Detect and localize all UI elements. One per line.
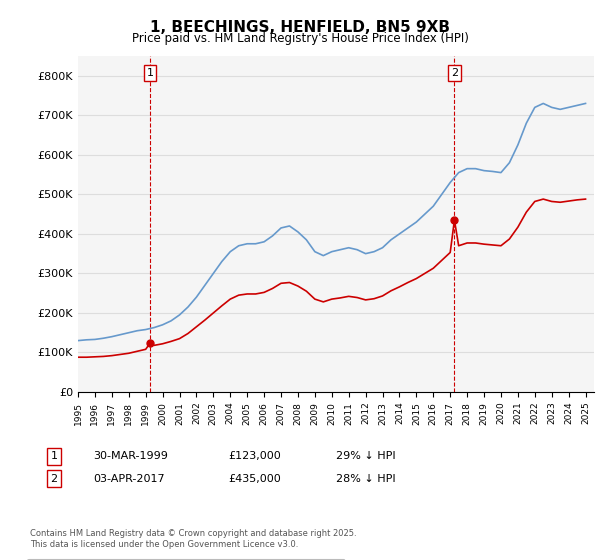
Text: £435,000: £435,000 bbox=[228, 474, 281, 484]
Text: £123,000: £123,000 bbox=[228, 451, 281, 461]
Text: 29% ↓ HPI: 29% ↓ HPI bbox=[336, 451, 395, 461]
Text: 2: 2 bbox=[451, 68, 458, 78]
Text: 03-APR-2017: 03-APR-2017 bbox=[93, 474, 164, 484]
Text: 2: 2 bbox=[50, 474, 58, 484]
Text: 1: 1 bbox=[50, 451, 58, 461]
Text: Price paid vs. HM Land Registry's House Price Index (HPI): Price paid vs. HM Land Registry's House … bbox=[131, 32, 469, 45]
Text: 30-MAR-1999: 30-MAR-1999 bbox=[93, 451, 168, 461]
Text: Contains HM Land Registry data © Crown copyright and database right 2025.
This d: Contains HM Land Registry data © Crown c… bbox=[30, 529, 356, 549]
Text: 1, BEECHINGS, HENFIELD, BN5 9XB: 1, BEECHINGS, HENFIELD, BN5 9XB bbox=[150, 20, 450, 35]
Text: 28% ↓ HPI: 28% ↓ HPI bbox=[336, 474, 395, 484]
Text: 1: 1 bbox=[146, 68, 154, 78]
